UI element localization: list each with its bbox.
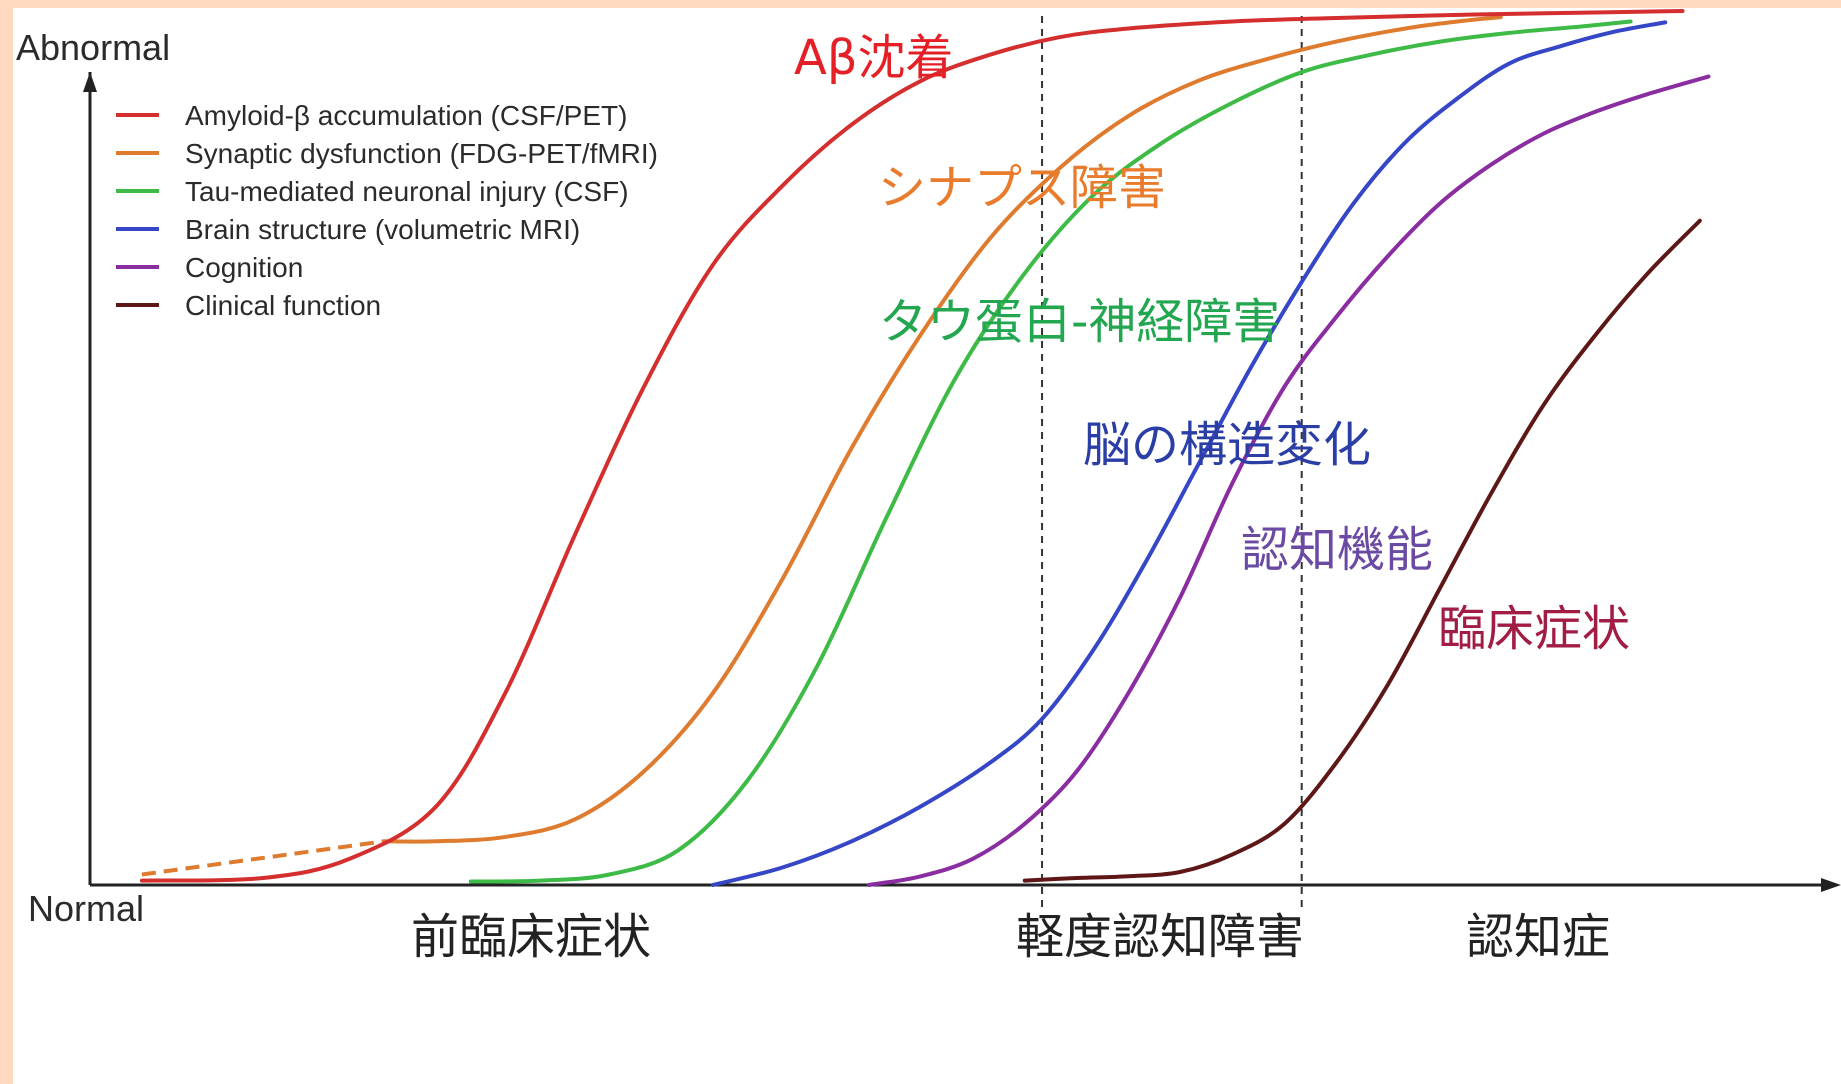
legend-label-brain: Brain structure (volumetric MRI): [185, 214, 580, 245]
stage-label-mci: 軽度認知障害: [1016, 909, 1304, 965]
legend: Amyloid-β accumulation (CSF/PET) Synapti…: [116, 100, 658, 321]
series-curves: [139, 9, 1711, 887]
series-line-synaptic: [382, 15, 1503, 844]
annotation-clinical: 臨床症状: [1438, 601, 1630, 657]
series-line-synaptic-extrapolation: [141, 839, 385, 877]
series-line-clinical: [1022, 218, 1702, 883]
annotation-amyloid: Aβ沈着: [794, 30, 953, 86]
stage-label-dementia: 認知症: [1466, 909, 1610, 965]
series-line-amyloid: [139, 9, 1685, 883]
series-line-cognition: [866, 74, 1711, 887]
annotation-brain: 脳の構造変化: [1083, 417, 1371, 473]
annotation-cognition: 認知機能: [1241, 522, 1433, 578]
legend-label-synaptic: Synaptic dysfunction (FDG-PET/fMRI): [185, 138, 658, 169]
annotation-tau: タウ蛋白-神経障害: [879, 294, 1280, 350]
legend-label-cognition: Cognition: [185, 252, 303, 283]
x-axis-arrowhead: [1821, 878, 1841, 892]
legend-label-clinical: Clinical function: [185, 290, 381, 321]
y-axis-label-normal: Normal: [28, 888, 144, 929]
stage-label-preclinical: 前臨床症状: [411, 909, 651, 965]
annotation-synaptic: シナプス障害: [878, 160, 1166, 216]
y-axis-label-abnormal: Abnormal: [16, 27, 170, 68]
stage-dividers: [1041, 16, 1303, 913]
legend-label-tau: Tau-mediated neuronal injury (CSF): [185, 176, 629, 207]
biomarker-curve-chart: Abnormal Normal Amyloid-β accumulation (…: [16, 9, 1841, 965]
series-line-brain: [711, 20, 1668, 887]
series-line-tau: [468, 19, 1633, 884]
chart-panel: Abnormal Normal Amyloid-β accumulation (…: [13, 8, 1841, 1084]
y-axis-arrowhead: [83, 72, 97, 92]
legend-label-amyloid: Amyloid-β accumulation (CSF/PET): [185, 100, 627, 131]
